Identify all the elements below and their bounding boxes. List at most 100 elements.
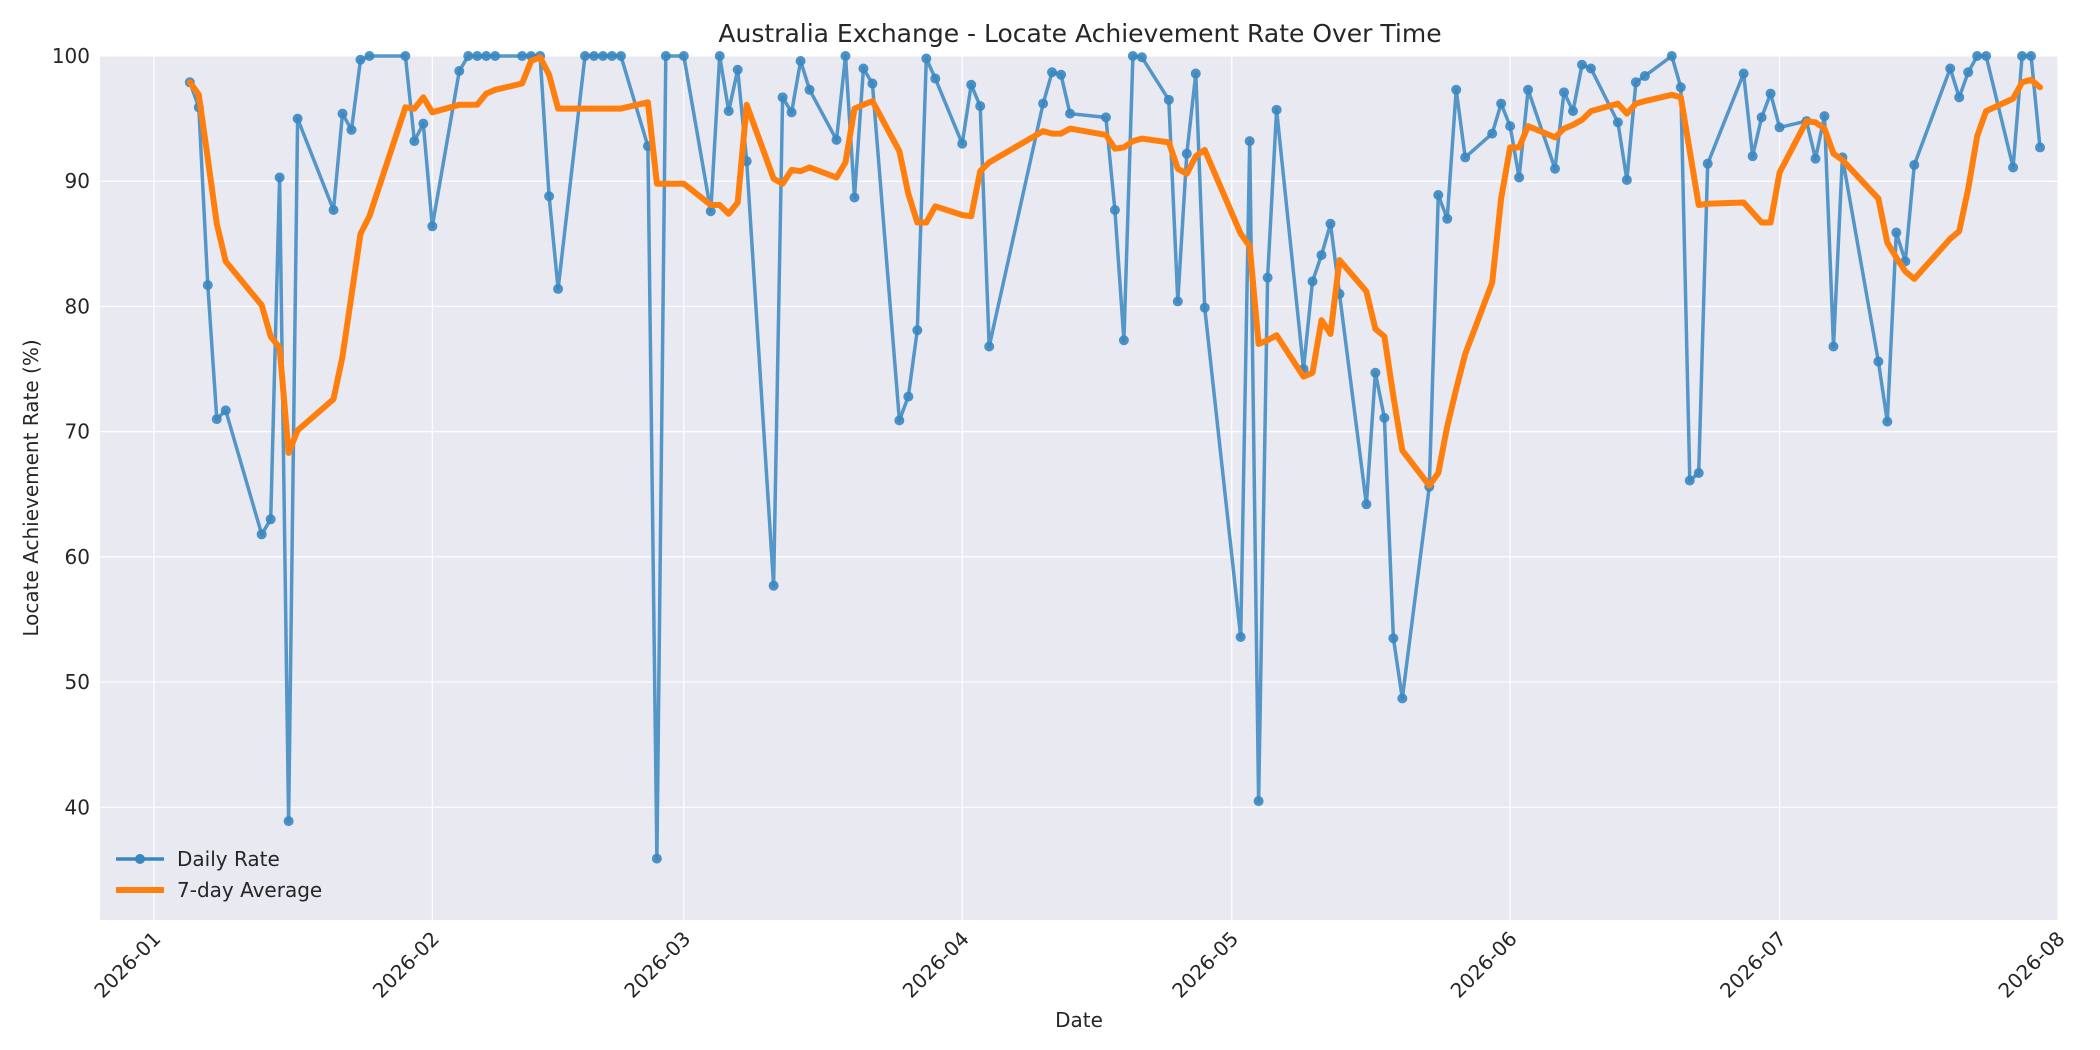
daily-rate-point <box>1981 51 1992 61</box>
daily-rate-point <box>1774 122 1785 133</box>
daily-rate-point <box>1163 94 1174 105</box>
daily-rate-point <box>804 84 815 95</box>
y-tick-label: 70 <box>65 420 90 444</box>
daily-rate-point <box>777 92 788 103</box>
daily-rate-point <box>1325 218 1336 229</box>
x-tick-label: 2026-03 <box>619 927 695 1003</box>
daily-rate-point <box>490 51 501 61</box>
legend-daily-rate-label: Daily Rate <box>177 847 280 871</box>
daily-rate-point <box>1172 296 1183 307</box>
daily-rate-point <box>840 51 851 61</box>
daily-rate-point <box>265 514 276 525</box>
daily-rate-point <box>597 51 608 61</box>
daily-rate-point <box>1972 51 1983 61</box>
daily-rate-point <box>1873 356 1884 367</box>
daily-rate-point <box>274 172 285 183</box>
daily-rate-point <box>588 51 599 61</box>
daily-rate-point <box>211 414 222 425</box>
x-tick-label: 2026-05 <box>1167 927 1243 1003</box>
daily-rate-point <box>1109 205 1120 216</box>
daily-rate-point <box>418 118 429 129</box>
y-axis-label: Locate Achievement Rate (%) <box>19 339 43 636</box>
daily-rate-point <box>930 73 941 84</box>
daily-rate-point <box>580 51 591 61</box>
daily-rate-point <box>1819 111 1830 122</box>
series-layer <box>184 51 2046 864</box>
daily-rate-point <box>714 51 725 61</box>
daily-rate-point <box>975 101 986 112</box>
daily-rate-point <box>921 53 932 64</box>
daily-rate-point <box>966 79 977 90</box>
daily-rate-point <box>1235 632 1246 643</box>
legend-daily-rate-marker <box>135 854 145 864</box>
x-tick-label: 2026-06 <box>1446 927 1522 1003</box>
daily-rate-point <box>894 415 905 426</box>
daily-rate-point <box>1190 68 1201 79</box>
daily-rate-point <box>1047 67 1058 78</box>
daily-rate-point <box>1253 796 1264 807</box>
daily-rate-point <box>831 134 842 145</box>
daily-rate-point <box>1765 88 1776 99</box>
daily-rate-point <box>355 54 366 65</box>
daily-rate-point <box>1307 276 1318 287</box>
daily-rate-point <box>409 136 420 147</box>
daily-rate-point <box>220 405 231 416</box>
daily-rate-point <box>1118 335 1129 346</box>
daily-rate-point <box>912 325 923 336</box>
daily-rate-point <box>2008 162 2019 173</box>
daily-rate-point <box>1585 63 1596 74</box>
daily-rate-point <box>867 78 878 89</box>
daily-rate-point <box>1747 151 1758 162</box>
daily-rate-point <box>2035 142 2046 153</box>
daily-rate-point <box>1963 67 1974 78</box>
daily-rate-point <box>786 107 797 118</box>
x-tick-label: 2026-02 <box>368 927 444 1003</box>
daily-rate-point <box>472 51 483 61</box>
daily-rate-point <box>1523 84 1534 95</box>
daily-rate-point <box>984 341 995 352</box>
daily-rate-point <box>1038 98 1049 109</box>
daily-rate-point <box>1567 106 1578 117</box>
daily-rate-point <box>256 529 267 540</box>
x-tick-label: 2026-07 <box>1715 927 1791 1003</box>
daily-rate-point <box>1127 51 1138 61</box>
daily-rate-point <box>849 192 860 203</box>
daily-rate-point <box>732 64 743 75</box>
y-tick-label: 60 <box>65 545 90 569</box>
daily-rate-point <box>1496 98 1507 109</box>
y-tick-label: 100 <box>52 44 90 68</box>
daily-rate-point <box>1361 499 1372 510</box>
daily-rate-point <box>1666 51 1677 61</box>
daily-rate-point <box>337 108 348 119</box>
daily-rate-point <box>957 138 968 149</box>
daily-rate-point <box>2017 51 2028 61</box>
daily-rate-point <box>1065 108 1076 119</box>
daily-rate-point <box>1891 227 1902 238</box>
daily-rate-point <box>903 391 914 402</box>
daily-rate-point <box>1630 77 1641 88</box>
daily-rate-point <box>454 66 465 77</box>
daily-rate-point <box>768 580 779 591</box>
y-tick-label: 40 <box>65 795 90 819</box>
daily-rate-point <box>1954 92 1965 103</box>
x-tick-label: 2026-04 <box>898 927 974 1003</box>
daily-rate-point <box>606 51 617 61</box>
daily-rate-point <box>1433 189 1444 200</box>
gridlines <box>100 55 2059 920</box>
daily-rate-point <box>1621 174 1632 185</box>
daily-rate-point <box>1442 213 1453 224</box>
daily-rate-point <box>1397 693 1408 704</box>
daily-rate-point <box>1612 117 1623 128</box>
daily-rate-point <box>1199 302 1210 313</box>
daily-rate-point <box>1639 71 1650 82</box>
daily-rate-point <box>1451 84 1462 95</box>
chart-title: Australia Exchange - Locate Achievement … <box>718 19 1441 48</box>
daily-rate-point <box>723 106 734 117</box>
daily-rate-point <box>544 191 555 202</box>
daily-rate-point <box>481 51 492 61</box>
daily-rate-point <box>1056 69 1067 80</box>
daily-rate-point <box>1559 87 1570 98</box>
daily-rate-point <box>1702 158 1713 169</box>
daily-rate-point <box>1756 112 1767 123</box>
